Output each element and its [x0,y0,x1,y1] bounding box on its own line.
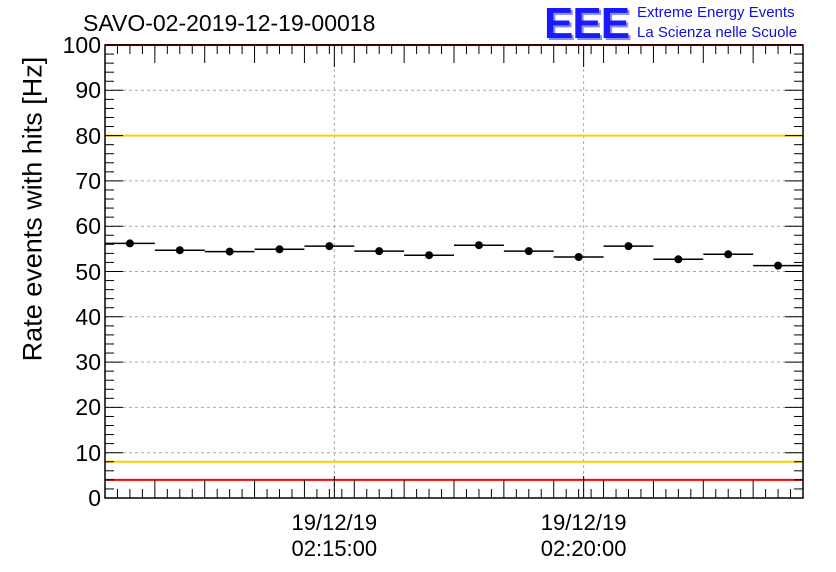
data-point-13 [774,261,783,270]
x-tick-date: 19/12/19 [291,510,378,535]
data-point-4 [325,242,334,251]
logo-text-line1: Extreme Energy Events [637,4,795,21]
logo-text-line2: La Scienza nelle Scuole [637,24,798,41]
y-tick-label: 20 [75,394,101,421]
y-tick-label: 60 [75,213,101,240]
data-point-3 [275,245,284,254]
y-tick-label: 40 [75,303,101,330]
data-point-11 [674,255,683,264]
data-point-2 [225,247,234,256]
chart-title: SAVO-02-2019-12-19-00018 [83,10,376,36]
y-tick-label: 80 [75,122,101,149]
data-point-8 [524,247,533,256]
data-point-6 [425,251,434,260]
data-point-5 [375,247,384,256]
x-tick-label: 19/12/19 02:15:00 [264,510,404,562]
y-tick-label: 0 [88,485,101,511]
data-point-0 [125,239,134,248]
x-tick-label: 19/12/19 02:20:00 [514,510,654,562]
x-tick-time: 02:20:00 [540,536,627,561]
data-point-1 [175,246,184,255]
x-tick-time: 02:15:00 [291,536,378,561]
data-point-12 [724,250,733,259]
y-tick-label: 50 [75,258,101,285]
y-tick-label: 70 [75,167,101,194]
y-tick-label: 10 [75,439,101,466]
x-tick-date: 19/12/19 [540,510,627,535]
y-tick-label: 100 [62,32,101,58]
data-point-10 [624,242,633,251]
y-tick-label: 90 [75,77,101,104]
eee-logo-mark: EEE [544,0,630,48]
y-tick-label: 30 [75,349,101,376]
data-point-9 [574,253,583,262]
data-point-7 [474,241,483,250]
